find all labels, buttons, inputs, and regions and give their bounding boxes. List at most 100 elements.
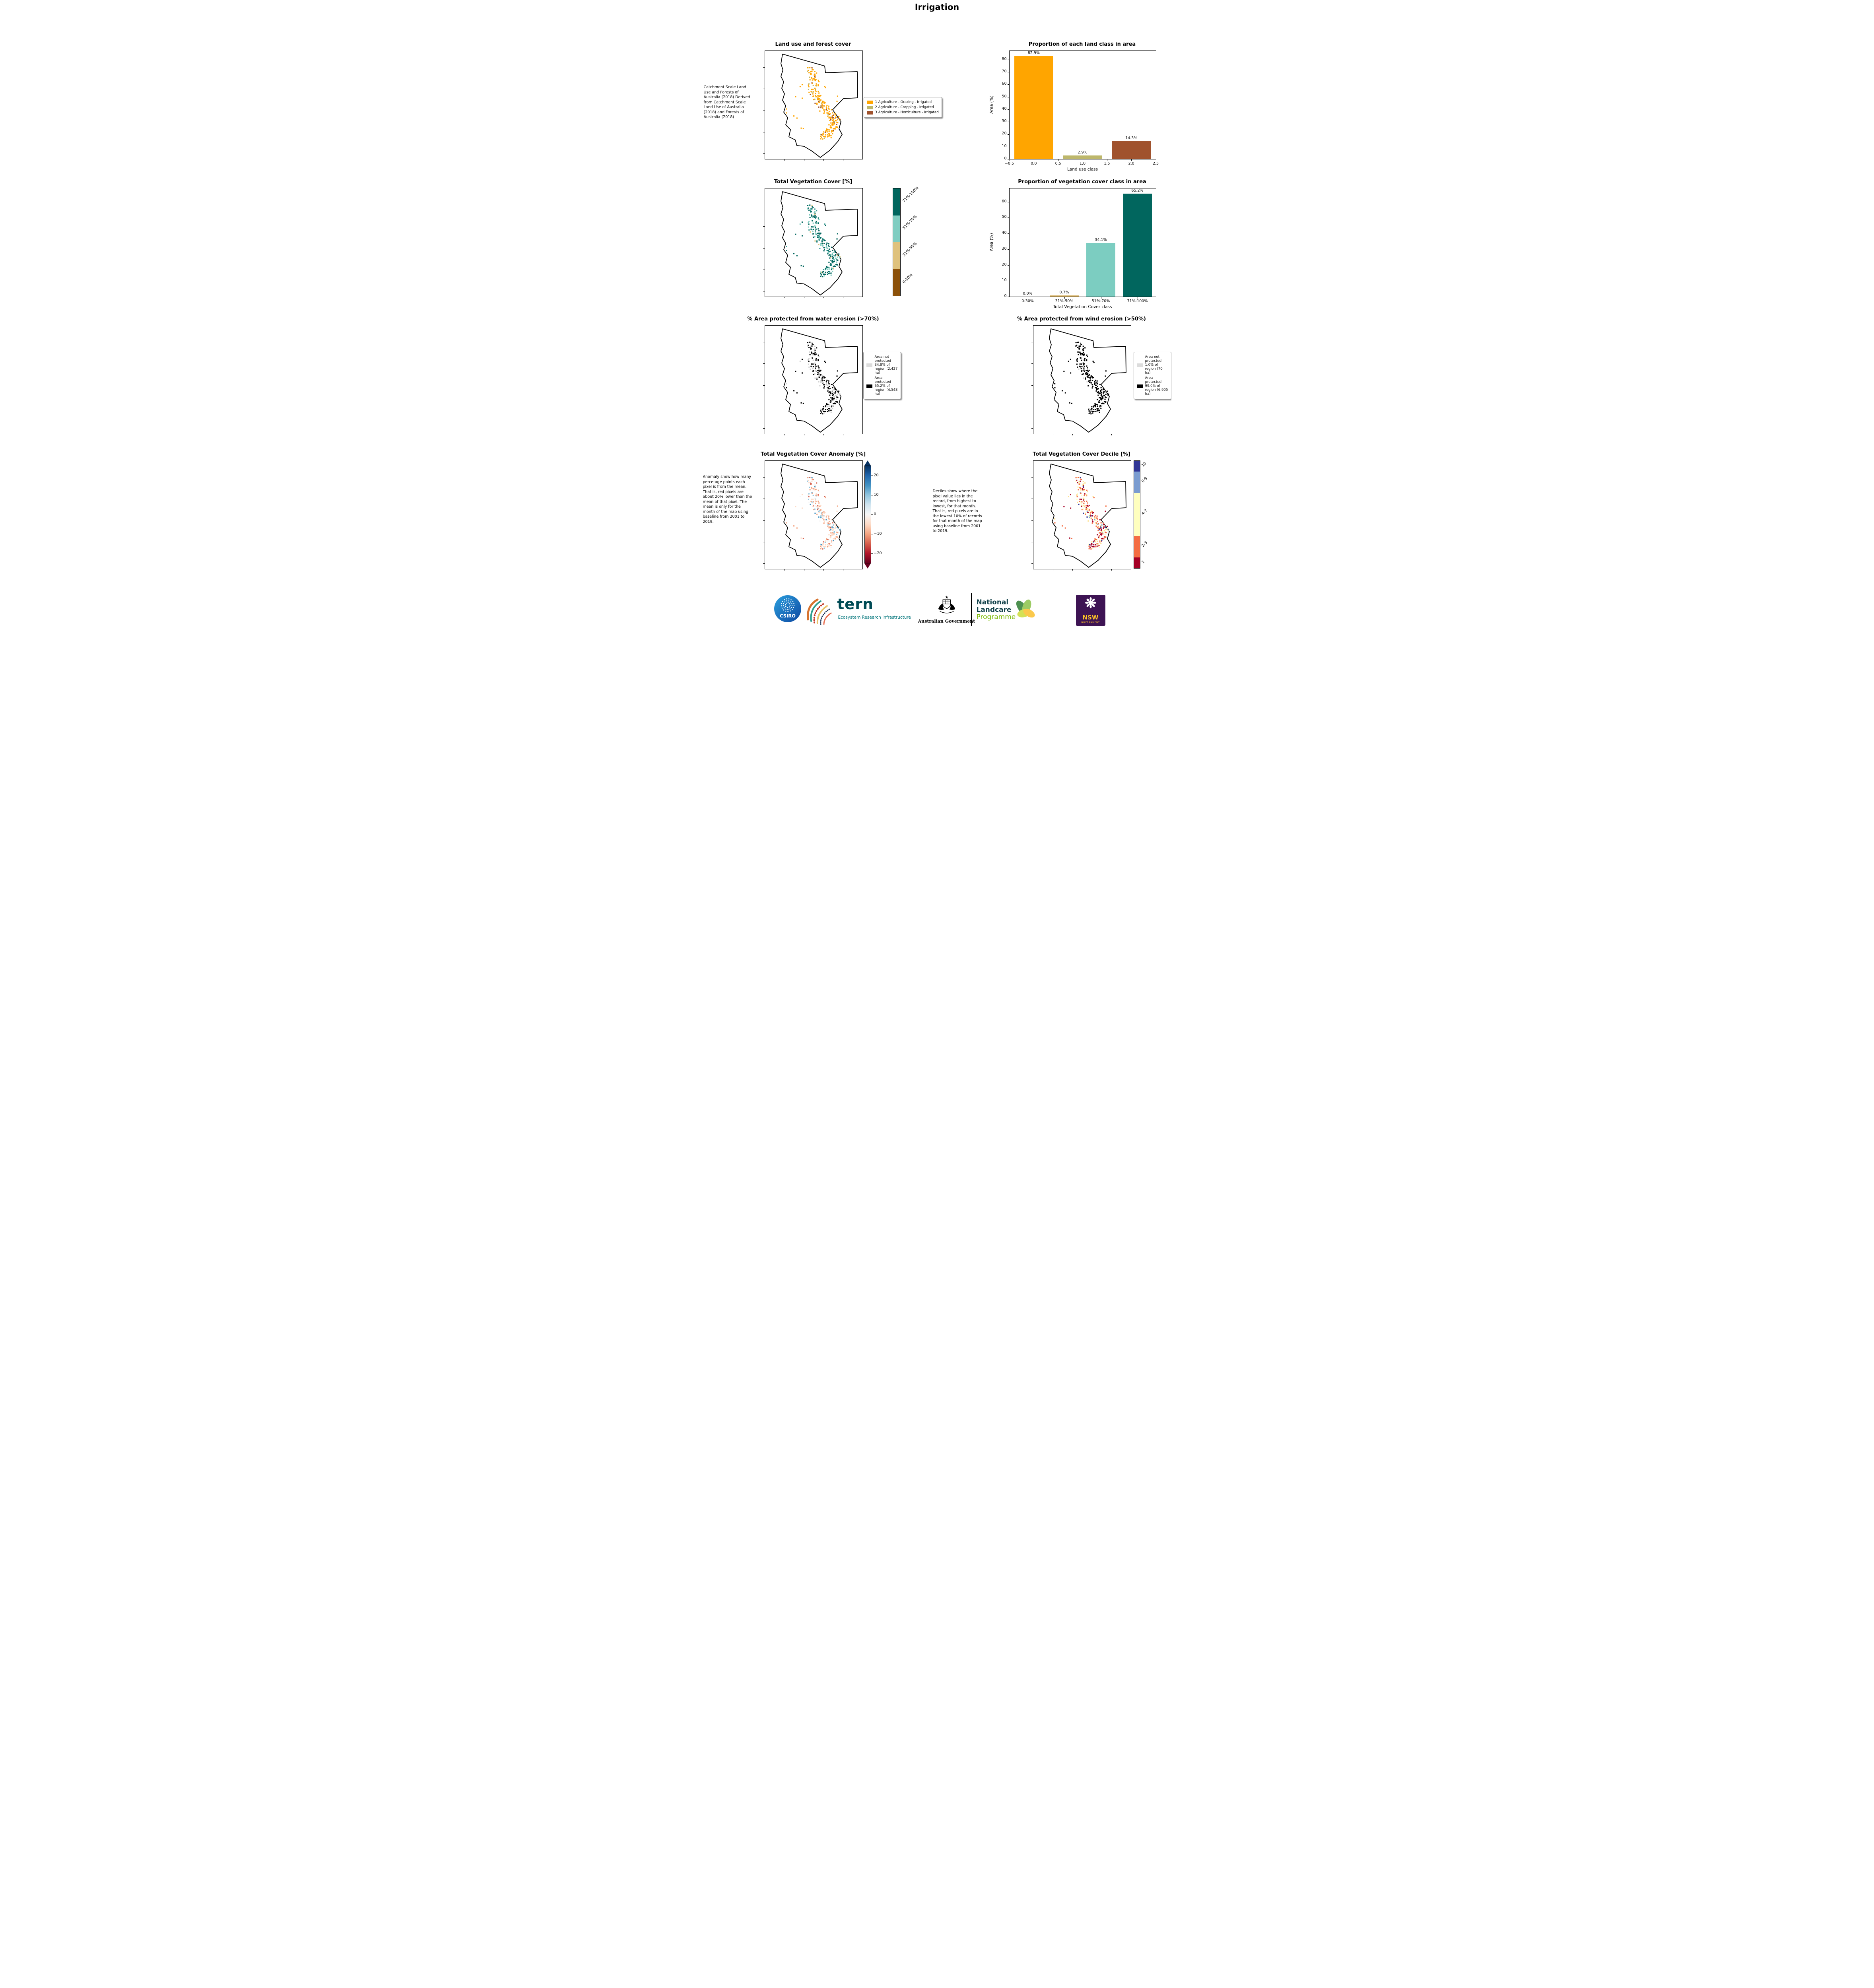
map-pixel (785, 250, 787, 251)
map-pixel (794, 233, 796, 235)
legend-swatch (1136, 363, 1143, 367)
map-pixel (813, 349, 815, 351)
map-pixel (800, 127, 802, 129)
map-pixel (1093, 405, 1094, 407)
map-pixel (808, 84, 809, 86)
map-pixel (1090, 413, 1091, 415)
map-pixel (832, 527, 834, 528)
map-pixel (1086, 359, 1087, 361)
map-pixel (1083, 355, 1084, 356)
map-pixel (1096, 517, 1097, 519)
map-pixel (817, 509, 818, 511)
map-pixel (812, 95, 814, 97)
map-pixel (826, 540, 827, 542)
map-pixel (820, 375, 821, 376)
map-pixel (1085, 374, 1087, 375)
map-pixel (1094, 382, 1095, 384)
map-pixel (808, 72, 810, 74)
map-pixel (824, 377, 825, 379)
map-pixel (812, 359, 814, 361)
map-pixel (818, 375, 820, 377)
map-pixel (818, 95, 820, 97)
map-pixel (827, 115, 829, 117)
map-pixel (1097, 404, 1098, 406)
map-pixel (817, 91, 819, 92)
map-pixel (815, 363, 816, 365)
map-pixel (818, 238, 820, 240)
map-pixel (1084, 377, 1086, 379)
map-pixel (1087, 520, 1089, 522)
map-pixel (818, 516, 820, 518)
map-pixel (1093, 411, 1095, 412)
map-pixel (1107, 528, 1108, 530)
map-pixel (810, 503, 811, 505)
map-pixel (826, 274, 828, 275)
map-pixel (818, 502, 820, 504)
map-pixel (812, 233, 814, 235)
map-pixel (1080, 370, 1082, 372)
map-pixel (833, 261, 835, 262)
map-pixel (814, 499, 816, 501)
map-pixel (814, 367, 816, 369)
map-pixel (825, 411, 826, 412)
map-pixel (814, 214, 816, 215)
bar (1049, 295, 1079, 297)
map-pixel (821, 241, 823, 243)
map-pixel (1090, 544, 1091, 546)
map-pixel (1070, 359, 1071, 360)
map-x-tick (1072, 569, 1073, 571)
map-pixel (808, 366, 810, 368)
map-pixel (1093, 546, 1095, 547)
map-pixel (809, 354, 811, 355)
map-pixel (828, 105, 829, 107)
map-pixel (1084, 501, 1085, 502)
map-pixel (835, 128, 836, 130)
y-tick-label: 30 (1002, 246, 1007, 251)
map-pixel (831, 270, 833, 272)
map-pixel (812, 69, 814, 71)
map-pixel (808, 342, 810, 343)
map-pixel (1097, 521, 1098, 522)
map-pixel (812, 357, 813, 359)
colorbar-segment (893, 188, 900, 215)
map-pixel (1102, 403, 1103, 404)
map-pixel (811, 215, 812, 217)
bar-value-label: 34.1% (1095, 237, 1107, 242)
map-pixel (1082, 362, 1084, 364)
map-pixel (830, 402, 832, 403)
map-pixel (831, 532, 833, 534)
map-pixel (1076, 496, 1078, 497)
map-pixel (817, 505, 818, 507)
map-pixel (823, 101, 825, 103)
map-pixel (1092, 386, 1093, 387)
map-pixel (834, 392, 836, 394)
map-pixel (1080, 489, 1082, 491)
map-pixel (832, 398, 833, 400)
map-pixel (825, 274, 826, 275)
map-pixel (821, 245, 823, 246)
y-tick-label: 80 (1002, 56, 1007, 61)
map-pixel (818, 80, 819, 81)
map-pixel (828, 515, 829, 517)
map-pixel (1101, 524, 1102, 526)
map-pixel (1082, 377, 1084, 379)
map-pixel (817, 223, 819, 224)
map-pixel (823, 411, 825, 412)
map-pixel (830, 535, 831, 537)
map-pixel (807, 207, 809, 209)
map-pixel (1089, 546, 1091, 548)
map-pixel (1076, 359, 1078, 361)
map-pixel (813, 99, 814, 101)
y-tick-label: 40 (1002, 231, 1007, 235)
map-pixel (1077, 477, 1078, 478)
map-pixel (1099, 406, 1101, 408)
map-pixel (821, 243, 823, 245)
colorbar-tick-label: 8-9 (1140, 476, 1148, 484)
map-pixel (796, 117, 798, 119)
map-pixel (833, 403, 835, 404)
map-pixel (814, 373, 816, 375)
map-pixel (820, 107, 821, 109)
map-pixel (832, 392, 834, 393)
map-pixel (822, 269, 824, 270)
land-class-bar-chart: 82.9% 2.9% 14.3% 0 10 20 30 40 50 60 70 80 −0.5 0.0 0.… (989, 50, 1159, 172)
